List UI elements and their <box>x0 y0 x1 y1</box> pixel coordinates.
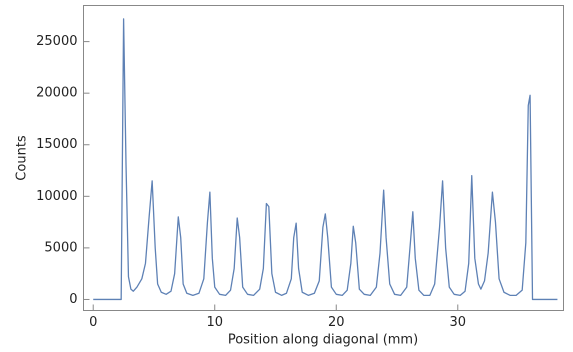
plot-frame <box>83 5 564 311</box>
x-axis-label: Position along diagonal (mm) <box>228 333 418 348</box>
y-tick-label: 15000 <box>36 137 77 152</box>
x-tick-label: 20 <box>328 315 345 330</box>
y-tick-label: 25000 <box>36 34 77 49</box>
x-tick-label: 30 <box>450 315 467 330</box>
y-axis-label: Counts <box>15 135 30 181</box>
y-tick-label: 0 <box>69 292 77 307</box>
y-tick-label: 10000 <box>36 189 77 204</box>
data-line <box>93 18 558 301</box>
x-tick-label: 0 <box>89 315 97 330</box>
y-tick-label: 5000 <box>44 240 77 255</box>
y-tick-label: 20000 <box>36 86 77 101</box>
x-tick-label: 10 <box>206 315 223 330</box>
